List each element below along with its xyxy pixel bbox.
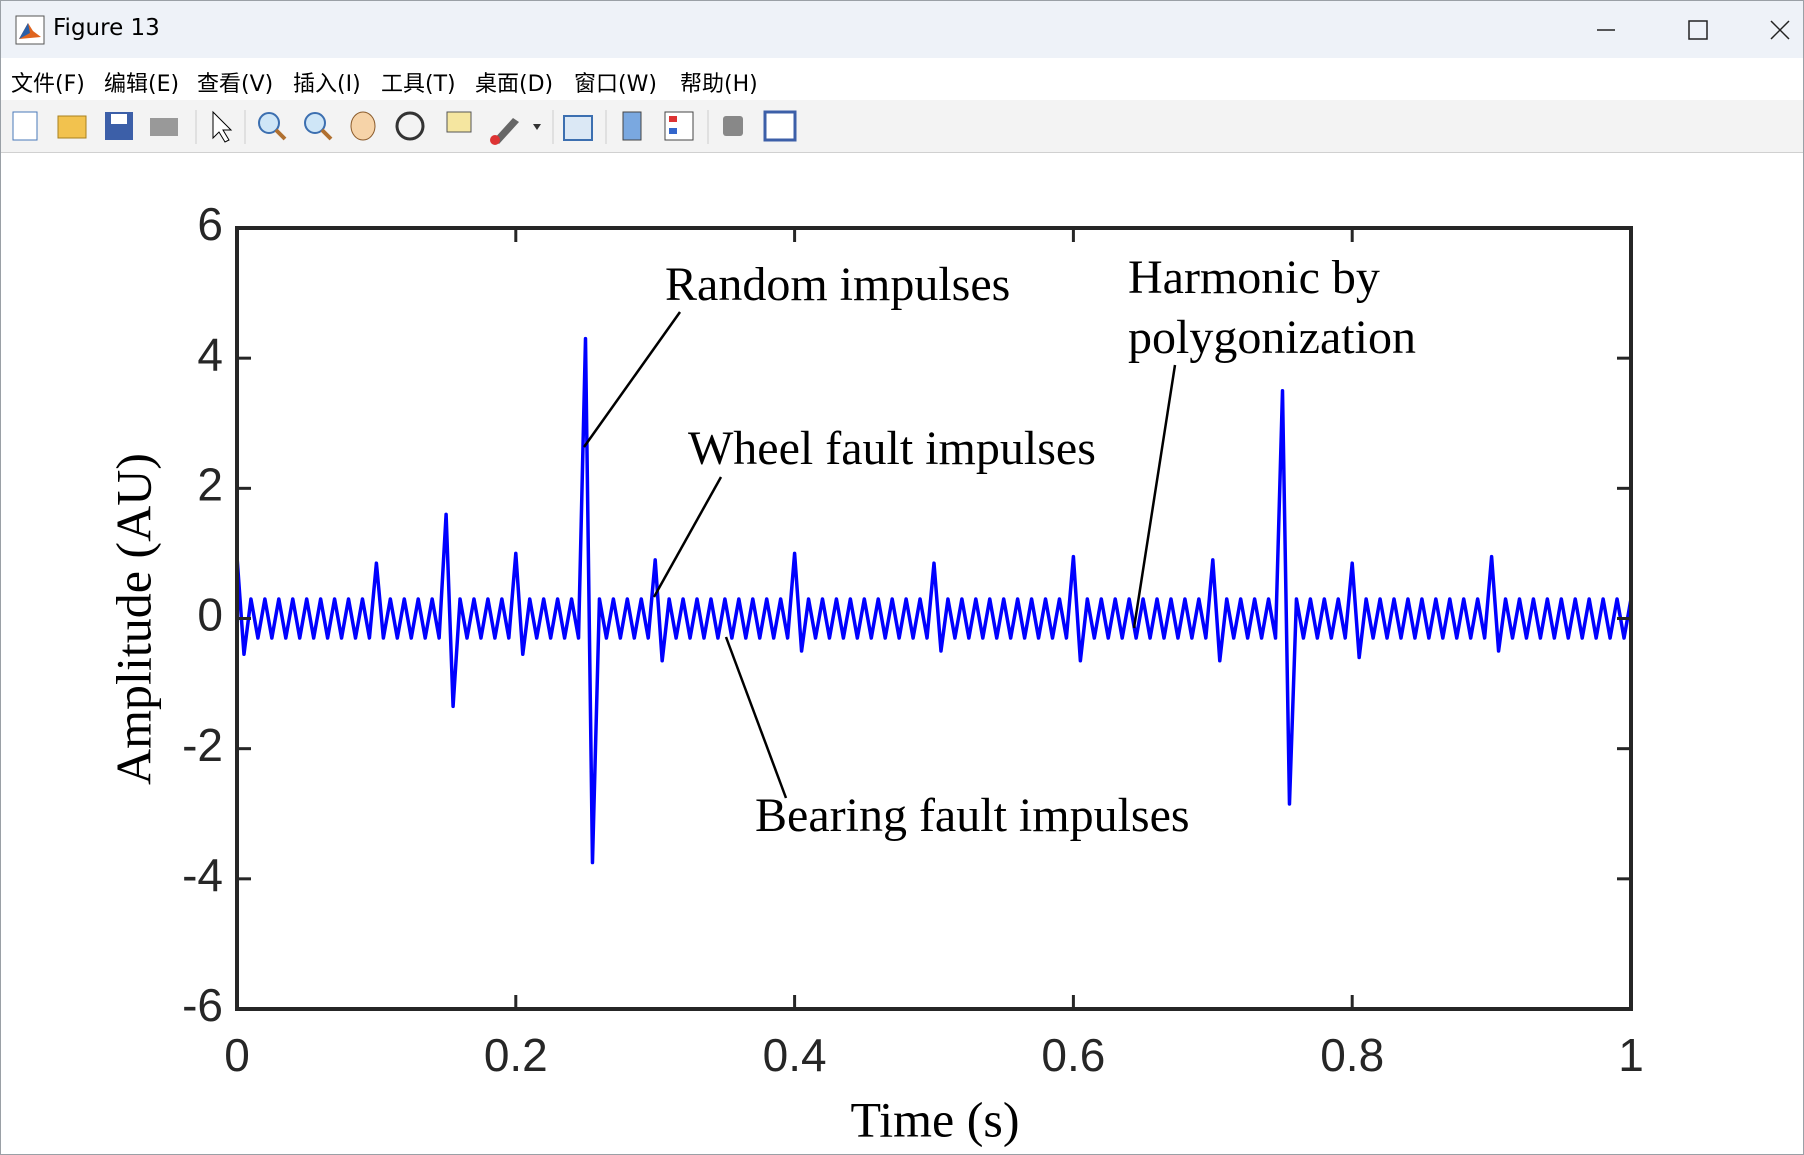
toolbar-icons[interactable]: [1, 100, 821, 152]
toolbar: [1, 100, 1803, 153]
menu-item[interactable]: 桌面(D): [475, 72, 554, 97]
window-title: Figure 13: [53, 15, 160, 41]
y-tick-label: 0: [197, 589, 223, 641]
menu-item[interactable]: 工具(T): [381, 72, 456, 97]
app-icon: [15, 15, 45, 45]
y-tick-label: 6: [197, 198, 223, 250]
axes-box: [235, 226, 1633, 1011]
y-axis-label: Amplitude (AU): [105, 453, 161, 785]
menu-item[interactable]: 文件(F): [11, 72, 85, 97]
menu-item[interactable]: 帮助(H): [680, 72, 758, 97]
x-tick-label: 0.6: [1041, 1029, 1105, 1081]
signal-line: [235, 336, 1633, 865]
x-tick-label: 0.2: [484, 1029, 548, 1081]
menu-bar: 文件(F) 编辑(E) 查看(V) 插入(I) 工具(T) 桌面(D) 窗口(W…: [1, 58, 1803, 100]
x-tick-label: 0: [224, 1029, 250, 1081]
y-tick-label: -2: [182, 719, 223, 771]
x-tick-label: 0.8: [1320, 1029, 1384, 1081]
y-tick-label: 4: [197, 328, 223, 380]
y-tick-label: -4: [182, 849, 223, 901]
menu-item[interactable]: 编辑(E): [104, 72, 180, 97]
x-tick-label: 0.4: [763, 1029, 827, 1081]
x-axis-label: Time (s): [850, 1091, 1019, 1147]
title-bar: Figure 13: [1, 1, 1803, 58]
window-controls[interactable]: [1543, 1, 1803, 58]
y-tick-label: 2: [197, 458, 223, 510]
menu-item[interactable]: 插入(I): [293, 72, 361, 97]
chart: Time (s) Amplitude (AU) -6 -4 -2 0 2 4 6 0 0.2 0.…: [105, 198, 1644, 1147]
annotation-arrow: [652, 476, 723, 598]
annotation-arrow: [724, 636, 788, 799]
annotation: Bearing fault impulses: [755, 789, 1190, 842]
menu-item[interactable]: 窗口(W): [574, 72, 657, 97]
y-tick-label: -6: [182, 979, 223, 1031]
annotation: Wheel fault impulses: [688, 422, 1096, 475]
annotation-arrow: [582, 311, 682, 448]
annotation-arrow: [1132, 364, 1177, 629]
annotation: polygonization: [1128, 311, 1416, 364]
menu-item[interactable]: 查看(V): [197, 72, 274, 97]
x-tick-label: 1: [1618, 1029, 1644, 1081]
annotation: Random impulses: [665, 258, 1010, 311]
annotation: Harmonic by: [1128, 251, 1380, 304]
